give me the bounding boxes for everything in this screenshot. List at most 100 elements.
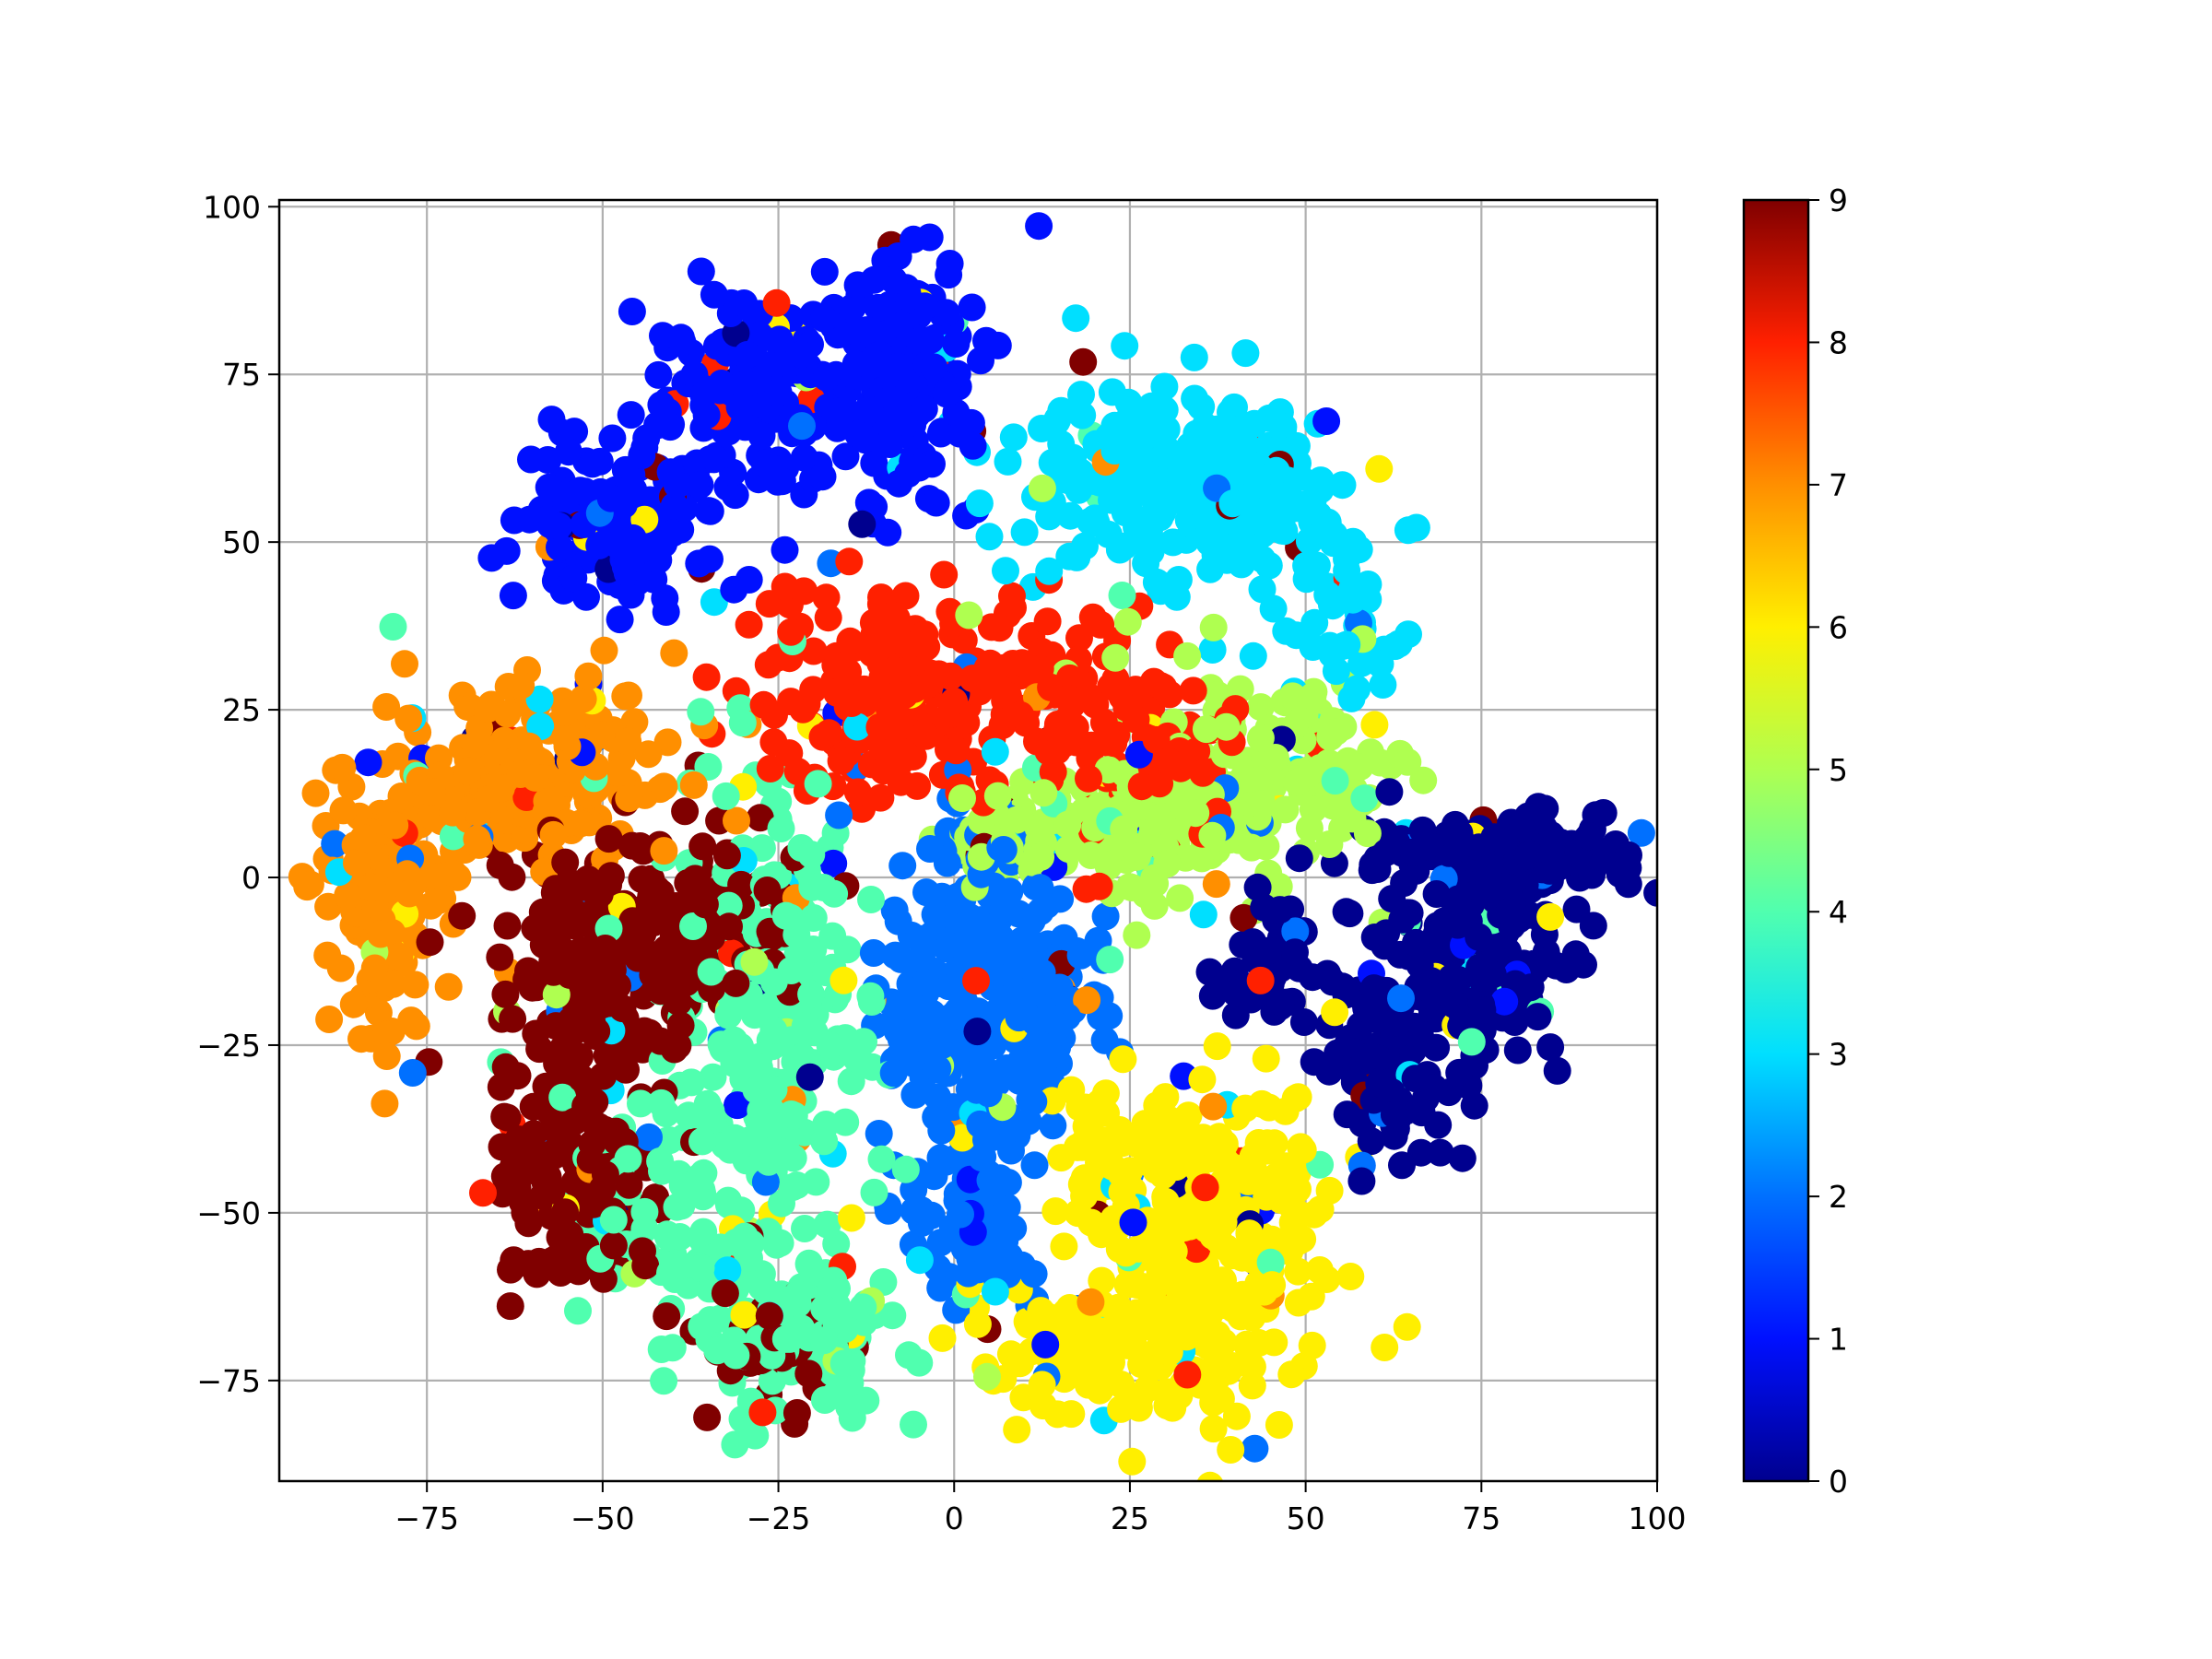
scatter-point: [1299, 682, 1327, 711]
scatter-point: [1036, 1004, 1065, 1032]
scatter-point: [905, 453, 934, 482]
scatter-point: [1589, 799, 1618, 827]
scatter-point: [993, 1193, 1021, 1221]
scatter-point: [564, 1297, 592, 1325]
scatter-point: [596, 484, 625, 512]
scatter-point: [1333, 557, 1361, 585]
scatter-point: [560, 1107, 589, 1135]
scatter-point: [883, 1018, 912, 1046]
scatter-point: [1026, 654, 1054, 683]
scatter-point: [771, 535, 799, 564]
scatter-point: [1053, 810, 1082, 839]
scatter-point: [1333, 630, 1361, 659]
scatter-point: [548, 1083, 577, 1112]
scatter-point: [1123, 526, 1151, 555]
scatter-point: [1096, 946, 1124, 974]
scatter-point: [537, 406, 566, 434]
scatter-point: [762, 1230, 791, 1259]
scatter-point: [1135, 471, 1163, 500]
scatter-point: [1098, 486, 1125, 514]
scatter-point: [947, 1200, 974, 1229]
scatter-point: [434, 972, 463, 1001]
x-tick-label: −25: [747, 1500, 811, 1536]
scatter-point: [860, 1178, 888, 1206]
scatter-point: [686, 471, 714, 500]
scatter-point: [543, 929, 571, 958]
colorbar-tick-label: 2: [1829, 1179, 1848, 1215]
scatter-point: [1209, 1208, 1238, 1237]
scatter-point: [865, 713, 894, 741]
scatter-point: [720, 1026, 748, 1054]
scatter-point: [963, 1310, 992, 1338]
scatter-point: [1110, 815, 1138, 843]
scatter-point: [759, 728, 788, 757]
scatter-point: [974, 1079, 1003, 1108]
scatter-point: [1260, 1328, 1288, 1357]
scatter-point: [1031, 1330, 1060, 1359]
scatter-point: [1246, 790, 1275, 818]
y-tick-label: 0: [241, 860, 261, 896]
scatter-point: [534, 446, 562, 474]
scatter-point: [820, 879, 849, 908]
scatter-point: [816, 1031, 844, 1060]
scatter-point: [531, 1141, 559, 1170]
scatter-point: [1055, 664, 1084, 692]
scatter-point: [838, 293, 866, 322]
scatter-point: [1101, 643, 1130, 672]
scatter-point: [954, 1259, 982, 1288]
scatter-point: [634, 740, 663, 769]
scatter-point: [574, 662, 603, 690]
scatter-point: [860, 449, 888, 477]
scatter-point: [1024, 814, 1053, 842]
scatter-point: [627, 1089, 654, 1118]
scatter-point: [1019, 1088, 1048, 1116]
scatter-point: [810, 257, 839, 286]
scatter-point: [1306, 476, 1335, 504]
scatter-point: [1444, 885, 1472, 913]
scatter-point: [966, 1110, 994, 1138]
scatter-point: [599, 1231, 628, 1260]
y-tick-label: −50: [196, 1195, 261, 1231]
scatter-point: [1182, 737, 1211, 766]
scatter-point: [884, 907, 912, 935]
scatter-point: [1371, 1334, 1399, 1361]
scatter-point: [910, 721, 938, 748]
scatter-point: [1465, 953, 1494, 982]
scatter-point: [328, 753, 357, 782]
scatter-point: [859, 608, 888, 637]
scatter-point: [837, 689, 865, 717]
scatter-point: [714, 1186, 742, 1215]
scatter-point: [802, 1168, 830, 1196]
scatter-point: [1026, 874, 1054, 902]
scatter-point: [646, 1147, 675, 1175]
scatter-point: [903, 771, 932, 800]
scatter-point: [1182, 1206, 1211, 1235]
scatter-point: [879, 266, 908, 294]
scatter-point: [874, 518, 902, 547]
scatter-point: [1199, 1415, 1228, 1443]
scatter-point: [843, 271, 872, 300]
scatter-point: [599, 1206, 628, 1234]
scatter-point: [635, 1123, 663, 1151]
scatter-point: [1100, 729, 1128, 758]
scatter-point: [1394, 516, 1422, 545]
scatter-point: [1150, 372, 1179, 401]
scatter-point: [759, 1076, 788, 1104]
colorbar-tick-label: 7: [1829, 467, 1848, 503]
scatter-point: [853, 316, 881, 345]
scatter-point: [841, 349, 870, 378]
scatter-point: [1028, 959, 1056, 987]
scatter-point: [959, 665, 987, 693]
scatter-point: [989, 836, 1018, 864]
scatter-point: [1490, 827, 1519, 855]
scatter-point: [1240, 1157, 1268, 1185]
scatter-point: [1380, 1100, 1408, 1129]
scatter-point: [879, 656, 908, 685]
scatter-point: [1213, 1183, 1241, 1211]
scatter-point: [852, 424, 879, 453]
scatter-point: [894, 631, 923, 659]
scatter-point: [910, 394, 938, 423]
y-tick-label: 75: [222, 357, 261, 393]
scatter-point: [372, 1042, 401, 1070]
scatter-point: [1245, 766, 1274, 794]
